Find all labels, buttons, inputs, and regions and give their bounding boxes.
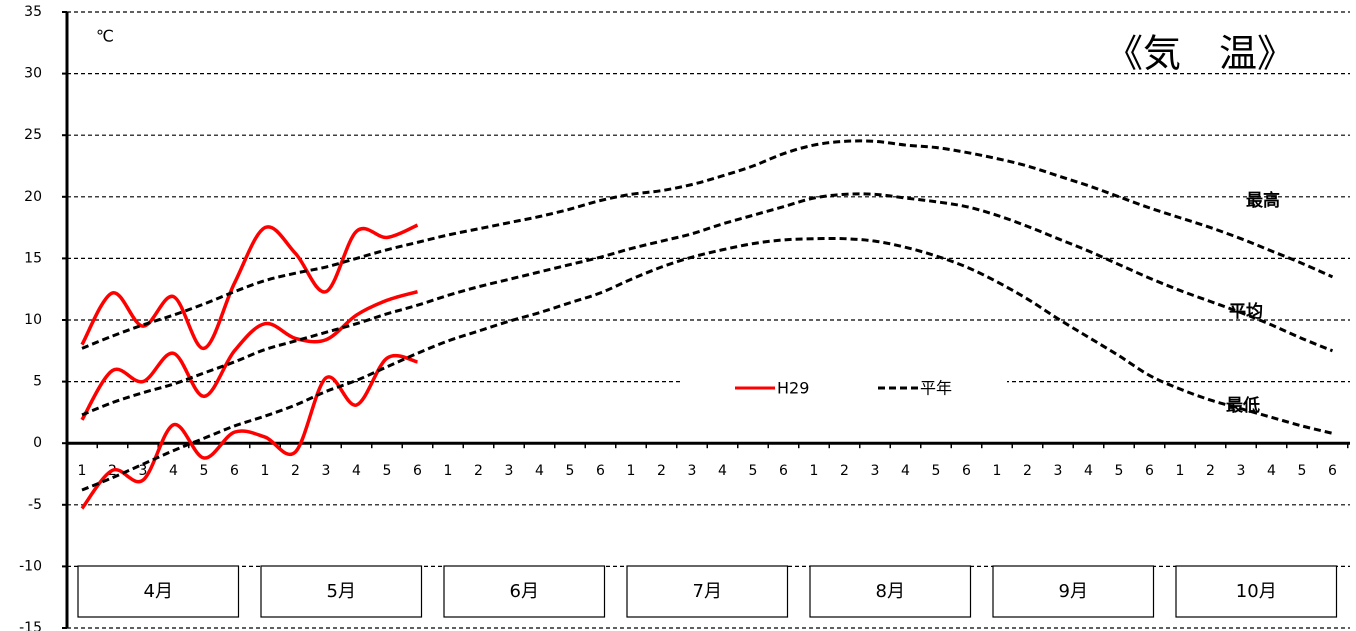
month-box xyxy=(809,565,972,618)
annotation: 最低 xyxy=(1226,395,1260,416)
month-box xyxy=(443,565,606,618)
y-tick-label: 25 xyxy=(24,127,42,143)
x-tick-label: 1 xyxy=(444,463,453,479)
month-box xyxy=(1175,565,1338,618)
x-tick-label: 3 xyxy=(139,463,148,479)
x-tick-label: 4 xyxy=(1084,463,1093,479)
x-tick-label: 1 xyxy=(627,463,636,479)
x-tick-label: 5 xyxy=(932,463,941,479)
series-line xyxy=(81,236,1333,492)
y-tick-label: 5 xyxy=(33,374,42,390)
x-tick-label: 6 xyxy=(413,463,422,479)
legend-box xyxy=(682,366,1007,396)
x-tick-label: 6 xyxy=(1328,463,1337,479)
month-label: 10月 xyxy=(1236,581,1277,602)
x-tick-label: 3 xyxy=(871,463,880,479)
series-line xyxy=(81,139,1334,350)
annotation: 最高 xyxy=(1246,190,1280,211)
x-tick-label: 4 xyxy=(169,463,178,479)
x-tick-label: 5 xyxy=(200,463,209,479)
month-label: 7月 xyxy=(693,581,722,602)
x-tick-label: 5 xyxy=(1298,463,1307,479)
x-tick-label: 6 xyxy=(779,463,788,479)
x-tick-label: 3 xyxy=(688,463,697,479)
y-tick-label: 10 xyxy=(24,312,42,328)
x-tick-label: 2 xyxy=(657,463,666,479)
x-tick-label: 1 xyxy=(1176,463,1185,479)
x-tick-label: 6 xyxy=(230,463,239,479)
month-box xyxy=(626,565,789,618)
x-tick-label: 2 xyxy=(291,463,300,479)
x-tick-label: 1 xyxy=(810,463,819,479)
x-tick-label: 2 xyxy=(1206,463,1215,479)
x-tick-label: 2 xyxy=(474,463,483,479)
unit-label: ℃ xyxy=(96,27,114,46)
y-tick-label: 0 xyxy=(33,435,42,451)
legend-label: 平年 xyxy=(920,379,952,398)
month-box xyxy=(260,565,423,618)
x-tick-label: 1 xyxy=(78,463,87,479)
y-tick-label: 15 xyxy=(24,250,42,266)
y-tick-label: 20 xyxy=(24,189,42,205)
x-tick-label: 4 xyxy=(1267,463,1276,479)
series-line xyxy=(81,192,1334,417)
series-line xyxy=(80,353,418,510)
x-tick-label: 2 xyxy=(840,463,849,479)
month-label: 6月 xyxy=(510,581,539,602)
month-box xyxy=(992,565,1155,618)
month-label: 9月 xyxy=(1059,581,1088,602)
x-tick-label: 3 xyxy=(1237,463,1246,479)
x-tick-label: 1 xyxy=(261,463,270,479)
x-tick-label: 3 xyxy=(505,463,514,479)
x-tick-label: 4 xyxy=(535,463,544,479)
x-tick-label: 4 xyxy=(352,463,361,479)
x-tick-label: 6 xyxy=(962,463,971,479)
month-label: 5月 xyxy=(327,581,356,602)
y-tick-label: -15 xyxy=(19,620,42,631)
y-tick-label: 30 xyxy=(24,66,42,82)
chart-title: 《気 温》 xyxy=(1105,32,1295,76)
x-tick-label: 5 xyxy=(749,463,758,479)
series-line xyxy=(80,223,419,351)
x-tick-label: 5 xyxy=(383,463,392,479)
y-tick-label: -10 xyxy=(19,558,42,574)
series-line xyxy=(80,289,418,421)
x-tick-label: 3 xyxy=(322,463,331,479)
x-tick-label: 5 xyxy=(566,463,575,479)
x-tick-label: 4 xyxy=(718,463,727,479)
month-box xyxy=(77,565,240,618)
x-tick-label: 2 xyxy=(1023,463,1032,479)
x-tick-label: 5 xyxy=(1115,463,1124,479)
month-label: 4月 xyxy=(144,581,173,602)
x-tick-label: 4 xyxy=(901,463,910,479)
x-tick-label: 6 xyxy=(1145,463,1154,479)
x-tick-label: 6 xyxy=(596,463,605,479)
annotation: 平均 xyxy=(1229,301,1263,322)
month-label: 8月 xyxy=(876,581,905,602)
x-tick-label: 3 xyxy=(1054,463,1063,479)
legend-label: H29 xyxy=(777,379,809,398)
y-tick-label: 35 xyxy=(24,4,42,20)
x-tick-label: 1 xyxy=(993,463,1002,479)
y-tick-label: -5 xyxy=(28,497,42,513)
